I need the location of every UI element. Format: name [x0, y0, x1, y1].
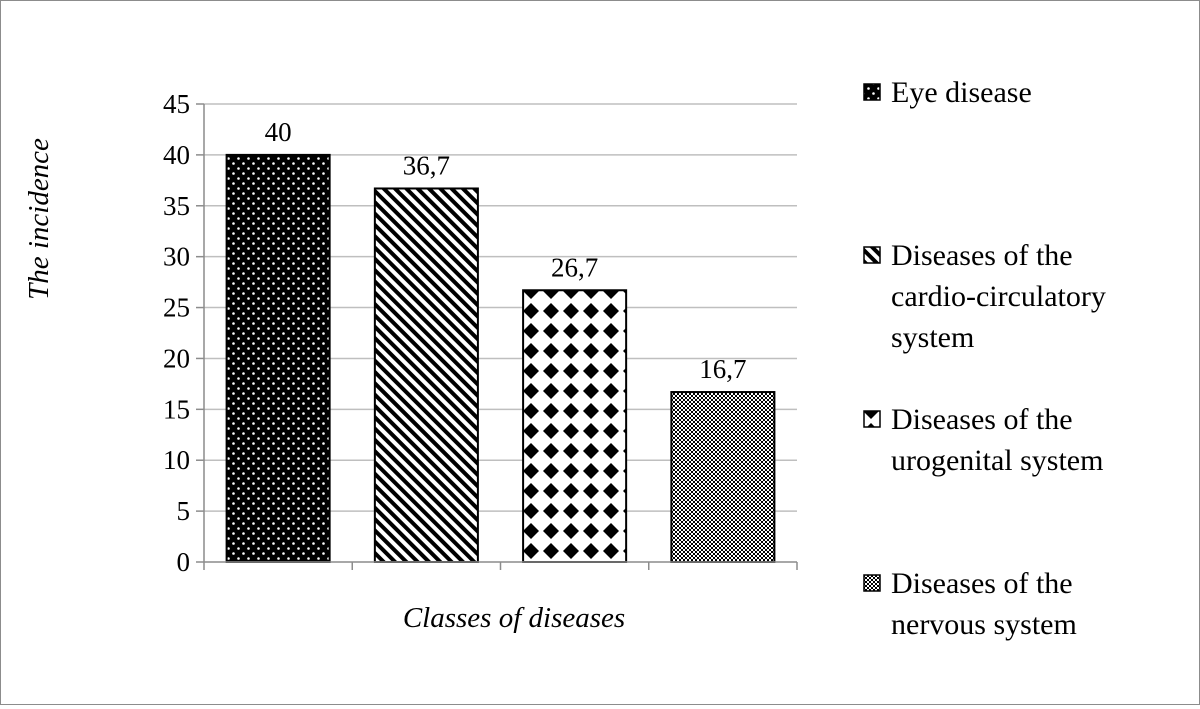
legend-label: Diseases of the [891, 403, 1073, 436]
legend-item: Diseases of the nervous system [863, 567, 1077, 641]
legend-swatch [863, 574, 881, 592]
y-tick-label: 15 [163, 394, 190, 424]
legend-label: Diseases of the [891, 567, 1073, 600]
y-tick-label: 0 [177, 547, 191, 577]
y-tick-label: 20 [163, 343, 190, 373]
y-tick-label: 35 [163, 191, 190, 221]
y-tick-label: 30 [163, 242, 190, 272]
legend-swatch [863, 246, 881, 264]
legend-label: system [891, 321, 974, 354]
legend-item: Diseases of the urogenital system [863, 403, 1103, 477]
legend-swatch [863, 410, 881, 428]
legend-item: Diseases of the cardio-circulatory system [863, 239, 1106, 354]
bar [225, 153, 331, 563]
legend-label: cardio-circulatory [891, 280, 1106, 313]
legend-label: Eye disease [891, 76, 1032, 109]
bar [670, 391, 776, 563]
y-axis-title: The incidence [23, 138, 55, 300]
bar [373, 187, 479, 563]
y-tick-label: 40 [163, 140, 190, 170]
legend-item: Eye disease [863, 76, 1032, 109]
data-label: 40 [265, 117, 292, 147]
data-label: 26,7 [551, 252, 598, 282]
legend-swatch [863, 83, 881, 101]
y-tick-label: 5 [177, 496, 191, 526]
data-label: 16,7 [699, 354, 746, 384]
legend: Eye disease Diseases of the cardio-circula… [863, 76, 1106, 641]
bar [522, 289, 628, 563]
y-tick-label: 25 [163, 293, 190, 323]
data-label: 36,7 [403, 150, 450, 180]
legend-label: urogenital system [891, 444, 1103, 477]
y-tick-label: 45 [163, 89, 190, 119]
y-tick-label: 10 [163, 445, 190, 475]
x-axis-title: Classes of diseases [403, 602, 625, 634]
legend-label: Diseases of the [891, 239, 1073, 272]
legend-label: nervous system [891, 608, 1077, 641]
